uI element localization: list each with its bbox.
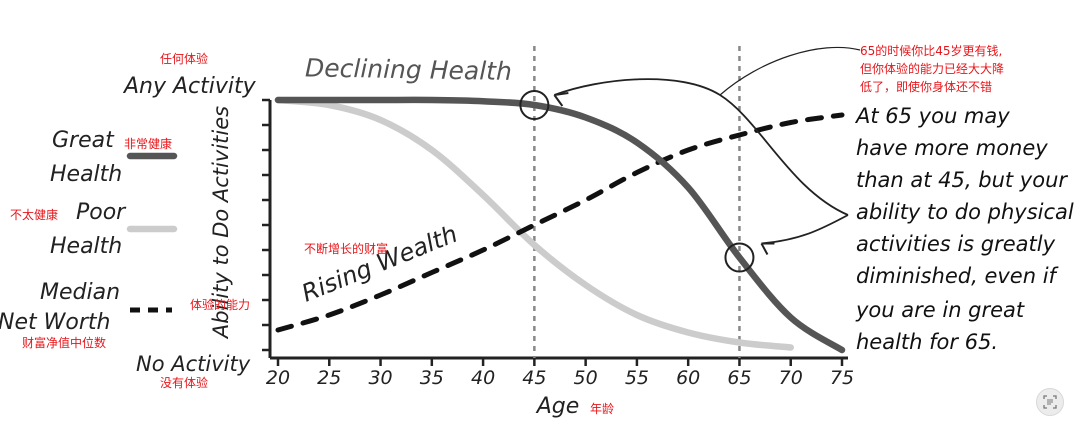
- text-recognition-icon[interactable]: [1036, 388, 1064, 416]
- anno-age: 年龄: [590, 402, 615, 416]
- scan-text-icon: [1043, 395, 1057, 409]
- anno-note-line3: 低了，即使你身体还不错: [860, 80, 993, 94]
- anno-poor-health: 不太健康: [10, 208, 59, 222]
- anno-no-activity: 没有体验: [160, 376, 209, 390]
- anno-ability: 体验的能力: [190, 298, 251, 312]
- note-line-1: At 65 you may: [856, 104, 1010, 128]
- highlight-circle-65: [724, 242, 755, 273]
- x-tick-label-30: 30: [368, 367, 392, 389]
- note-line-2: have more money: [856, 136, 1048, 160]
- anno-any-activity: 任何体验: [160, 52, 209, 66]
- anno-median-net-worth: 财富净值中位数: [22, 336, 107, 350]
- note-line-6: diminished, even if: [856, 264, 1056, 288]
- y-axis-title: Ability to Do Activities: [209, 106, 233, 340]
- legend-median-line2: Net Worth: [0, 310, 111, 335]
- x-tick-labels: 20 25 30 35 40 45 50 55 60 65 70 75: [266, 367, 854, 389]
- callout-arrows: [553, 46, 861, 255]
- note-line-3: than at 45, but your: [856, 168, 1068, 192]
- x-tick-label-75: 75: [830, 367, 854, 389]
- note-line-8: health for 65.: [856, 330, 999, 354]
- series-poor-health: [274, 96, 794, 351]
- chart-series: [274, 90, 846, 354]
- anno-note-line2: 但你体验的能力已经大大降: [860, 62, 1005, 76]
- x-tick-label-40: 40: [471, 367, 495, 389]
- arrowhead-45: [553, 92, 569, 107]
- legend-median-line1: Median: [40, 280, 121, 305]
- callout-arrow-65: [761, 214, 849, 245]
- anno-rising-wealth: 不断增长的财富: [304, 242, 389, 256]
- x-tick-label-35: 35: [420, 367, 444, 389]
- x-tick-label-25: 25: [317, 367, 341, 389]
- highlight-circle-45: [519, 90, 550, 120]
- y-bottom-label: No Activity: [136, 352, 251, 376]
- legend-swatches: [126, 152, 178, 313]
- x-tick-label-45: 45: [522, 367, 546, 389]
- note-line-4: ability to do physical: [856, 200, 1074, 224]
- x-tick-label-70: 70: [779, 367, 803, 389]
- legend-poor-line2: Health: [50, 234, 123, 259]
- anno-note-line1: 65的时候你比45岁更有钱,: [860, 44, 1003, 58]
- legend-great-line1: Great: [52, 128, 114, 153]
- x-axis-title: Age: [535, 394, 580, 419]
- series-median-net-worth: [275, 112, 845, 333]
- x-tick-label-50: 50: [574, 367, 598, 389]
- legend-poor-line1: Poor: [76, 200, 126, 225]
- anno-great-health: 非常健康: [124, 137, 173, 151]
- note-line-7: you are in great: [856, 298, 1025, 322]
- x-tick-label-65: 65: [727, 367, 751, 389]
- callout-bubble-edge: [719, 46, 861, 96]
- chart-axes: [262, 98, 848, 366]
- series-great-health: [274, 96, 846, 354]
- x-tick-label-55: 55: [625, 367, 649, 389]
- y-top-label: Any Activity: [124, 74, 256, 99]
- x-tick-label-60: 60: [676, 367, 700, 389]
- reference-lines: [533, 46, 741, 358]
- arrowhead-65: [760, 242, 775, 255]
- x-tick-label-20: 20: [266, 367, 290, 389]
- note-line-5: activities is greatly: [856, 232, 1056, 256]
- series-label-declining: Declining Health: [305, 53, 512, 86]
- legend-great-line2: Health: [50, 162, 123, 187]
